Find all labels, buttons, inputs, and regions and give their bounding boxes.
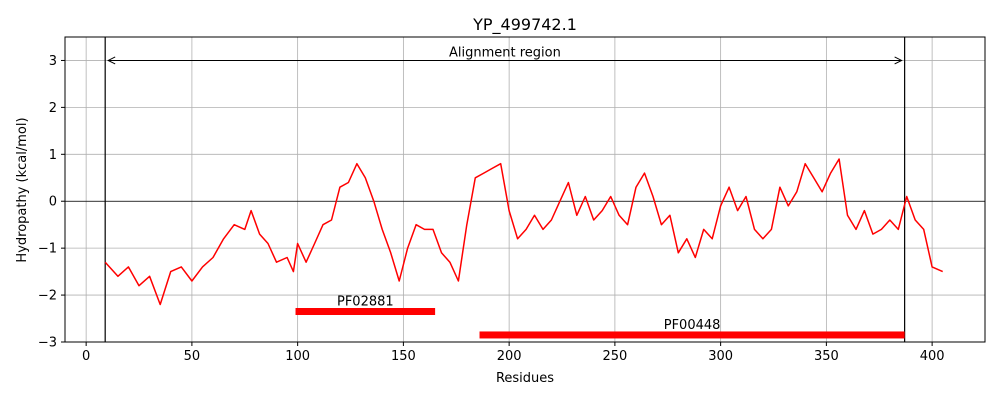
- y-tick-label: 3: [49, 54, 57, 69]
- x-axis-ticks: 0 50 100 150 200 250 300 350 400: [82, 342, 945, 364]
- y-axis-ticks: −3 −2 −1 0 1 2 3: [38, 54, 65, 351]
- plot-frame: [64, 36, 986, 343]
- grid-lines: [65, 37, 985, 343]
- x-tick-label: 400: [920, 349, 945, 364]
- domain-bar: [479, 331, 905, 339]
- chart-title: YP_499742.1: [472, 15, 577, 35]
- alignment-region-label: Alignment region: [449, 45, 561, 60]
- x-axis-label: Residues: [496, 371, 554, 386]
- y-tick-label: 0: [49, 195, 57, 210]
- y-tick-label: −3: [38, 336, 57, 351]
- y-tick-label: −2: [38, 289, 57, 304]
- y-axis-label: Hydropathy (kcal/mol): [15, 117, 30, 262]
- x-tick-label: 50: [184, 349, 201, 364]
- x-tick-label: 200: [497, 349, 522, 364]
- domain-bar: [295, 308, 436, 315]
- alignment-arrowhead-left: [107, 56, 116, 65]
- y-tick-label: 2: [49, 101, 57, 116]
- x-tick-label: 250: [602, 349, 627, 364]
- x-tick-label: 300: [708, 349, 733, 364]
- domain-label: PF00448: [664, 318, 721, 333]
- domain-label: PF02881: [337, 295, 394, 310]
- plot-area: Alignment region PF02881 PF00448: [65, 37, 985, 342]
- y-tick-label: −1: [38, 242, 57, 257]
- alignment-arrowhead-right: [894, 56, 903, 65]
- x-tick-label: 0: [82, 349, 90, 364]
- x-tick-label: 150: [391, 349, 416, 364]
- y-tick-label: 1: [49, 148, 57, 163]
- x-tick-label: 100: [285, 349, 310, 364]
- x-tick-label: 350: [814, 349, 839, 364]
- hydropathy-series-line: [104, 158, 944, 306]
